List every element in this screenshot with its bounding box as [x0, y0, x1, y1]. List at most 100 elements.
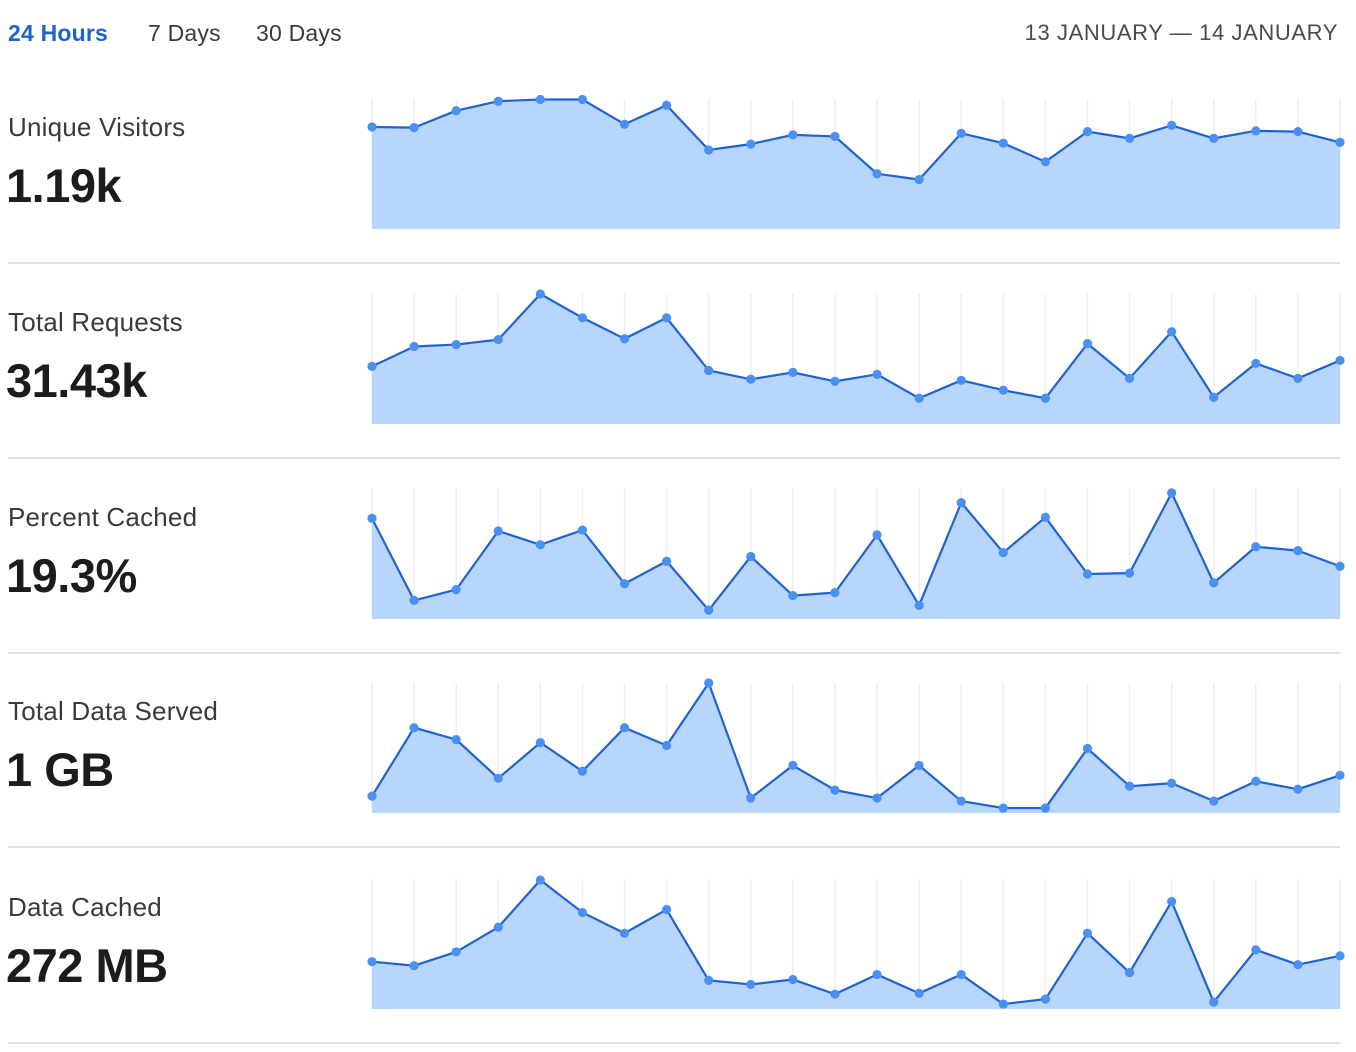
data-point — [788, 974, 798, 985]
data-point — [535, 737, 545, 748]
data-point — [1335, 561, 1345, 571]
metric-value: 1 GB — [6, 743, 114, 796]
data-point — [619, 119, 630, 129]
data-point — [956, 498, 966, 508]
data-point — [409, 723, 419, 733]
data-point — [746, 793, 756, 803]
data-point — [956, 375, 966, 385]
series-area — [372, 880, 1340, 1009]
data-point — [662, 904, 672, 915]
data-point — [788, 130, 798, 140]
row-divider — [8, 652, 1340, 654]
data-point — [914, 600, 924, 610]
data-point — [367, 122, 377, 132]
data-point — [1167, 327, 1177, 337]
data-point — [746, 979, 756, 990]
data-point — [1251, 945, 1261, 955]
data-point — [1082, 127, 1093, 137]
series-line — [371, 681, 1341, 810]
sparkline-chart — [367, 94, 1345, 229]
data-point — [1293, 127, 1303, 137]
series-area — [372, 99, 1340, 229]
metric-label: Total Data Served — [8, 696, 219, 726]
data-point — [956, 796, 966, 806]
data-point — [872, 969, 882, 980]
data-point — [619, 334, 630, 344]
data-point — [704, 678, 714, 688]
data-point — [451, 734, 461, 745]
data-point — [577, 313, 588, 323]
sparkline-chart — [367, 678, 1345, 813]
data-point — [1124, 133, 1135, 143]
data-point — [998, 547, 1008, 558]
data-point — [872, 530, 882, 540]
data-point — [451, 585, 461, 595]
data-point — [493, 922, 503, 932]
data-point — [1251, 776, 1261, 786]
data-point — [872, 169, 882, 179]
metric-value: 1.19k — [6, 159, 122, 212]
data-point — [914, 175, 924, 185]
series-line — [371, 98, 1341, 181]
tab-30-days[interactable]: 30 Days — [256, 20, 342, 46]
data-point — [956, 128, 966, 138]
data-point — [872, 369, 882, 379]
row-divider — [8, 1042, 1340, 1044]
data-point — [1167, 897, 1177, 907]
data-point — [493, 526, 503, 536]
data-point — [998, 138, 1008, 148]
data-point — [788, 760, 798, 771]
data-point — [619, 723, 630, 733]
series-line — [371, 292, 1341, 400]
data-point — [1082, 928, 1093, 938]
tab-24-hours[interactable]: 24 Hours — [8, 20, 109, 46]
data-point — [872, 793, 882, 803]
series-line — [371, 491, 1341, 612]
data-point — [1293, 784, 1303, 794]
data-point — [577, 907, 588, 918]
data-point — [1167, 120, 1177, 130]
series-area — [372, 294, 1340, 424]
data-point — [704, 605, 714, 615]
data-point — [493, 96, 503, 106]
row-divider — [8, 846, 1340, 848]
metric-row-total-data-served: Total Data Served 1 GB — [0, 654, 1356, 850]
data-point — [1040, 512, 1050, 522]
data-point — [914, 760, 924, 771]
data-point — [914, 988, 924, 998]
data-point — [830, 785, 840, 795]
data-point — [830, 376, 840, 386]
metric-label: Total Requests — [8, 307, 183, 337]
data-point — [704, 975, 714, 985]
data-point — [1040, 803, 1050, 813]
metric-label: Percent Cached — [8, 502, 198, 532]
tab-7-days[interactable]: 7 Days — [148, 20, 221, 46]
data-point — [662, 740, 672, 751]
data-point — [409, 595, 419, 606]
data-point — [451, 947, 461, 957]
data-point — [1335, 951, 1345, 961]
data-point — [367, 513, 377, 523]
data-point — [1082, 569, 1093, 579]
data-point — [409, 123, 419, 133]
data-point — [662, 313, 672, 323]
sparkline-chart — [367, 488, 1345, 619]
metric-row-unique-visitors: Unique Visitors 1.19k — [0, 70, 1356, 266]
data-point — [493, 335, 503, 345]
metric-value: 272 MB — [6, 939, 168, 992]
data-point — [577, 766, 588, 776]
data-point — [746, 374, 756, 384]
data-point — [1209, 796, 1219, 806]
data-point — [914, 393, 924, 403]
metric-value: 19.3% — [6, 549, 137, 602]
data-point — [1082, 743, 1093, 754]
data-point — [409, 961, 419, 971]
data-point — [1167, 488, 1177, 498]
data-point — [746, 551, 756, 562]
data-point — [535, 94, 545, 105]
data-point — [577, 94, 588, 105]
data-point — [451, 106, 461, 116]
metric-row-total-requests: Total Requests 31.43k — [0, 265, 1356, 461]
data-point — [830, 989, 840, 999]
data-point — [662, 556, 672, 566]
